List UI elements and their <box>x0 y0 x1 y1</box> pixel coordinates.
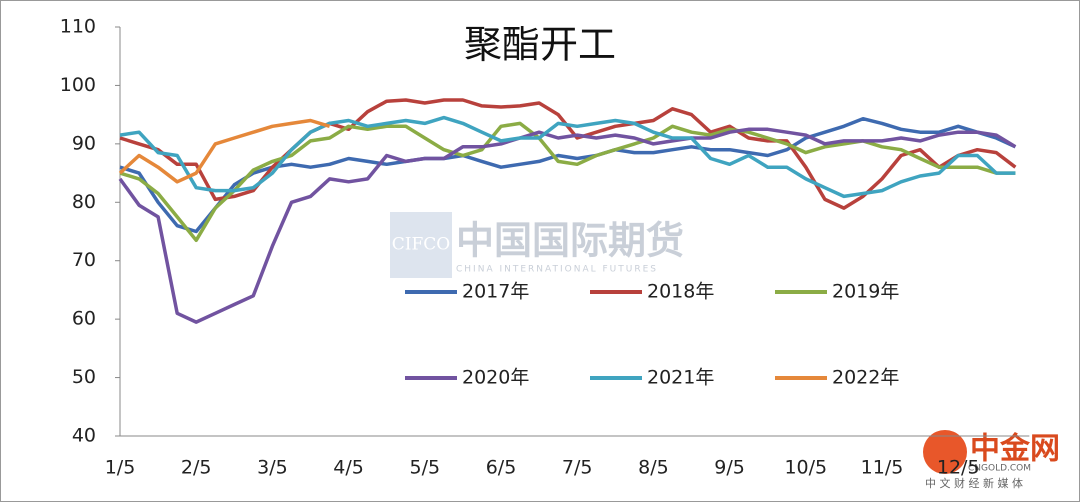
legend-label: 2019年 <box>832 281 899 303</box>
watermark: CHINA INTERNATIONAL FUTURES <box>456 265 658 275</box>
y-tick-label: 60 <box>72 308 96 330</box>
legend-label: 2020年 <box>462 367 529 389</box>
logo-icon <box>923 430 967 474</box>
y-tick-label: 40 <box>72 425 96 447</box>
watermark-logo <box>390 212 452 278</box>
chart-title: 聚酯开工 <box>464 23 616 67</box>
series-line <box>118 118 331 184</box>
logo-slogan: 中 文 财 经 新 媒 体 <box>925 476 1023 490</box>
series-line <box>119 116 1017 234</box>
legend-label: 2021年 <box>647 367 714 389</box>
legend-label: 2018年 <box>647 281 714 303</box>
x-tick-label: 9/5 <box>714 457 745 479</box>
legend-label: 2022年 <box>832 367 899 389</box>
x-tick-label: 5/5 <box>410 457 441 479</box>
series-line <box>118 127 1017 324</box>
x-tick-label: 7/5 <box>562 457 593 479</box>
x-tick-label: 8/5 <box>638 457 669 479</box>
legend-label: 2017年 <box>462 281 529 303</box>
y-tick-label: 50 <box>72 366 96 388</box>
y-tick-label: 90 <box>72 132 96 154</box>
x-tick-label: 12/5 <box>937 457 980 479</box>
x-tick-label: 2/5 <box>181 457 212 479</box>
series-line <box>119 115 1016 199</box>
y-tick-label: 80 <box>72 191 96 213</box>
logo-url: CNGOLD.COM <box>968 464 1031 474</box>
x-tick-label: 11/5 <box>861 457 904 479</box>
x-tick-label: 1/5 <box>105 457 136 479</box>
y-tick-label: 110 <box>60 16 96 38</box>
y-tick-label: 100 <box>60 74 96 96</box>
watermark: CIFCO <box>392 235 450 255</box>
y-tick-label: 70 <box>72 249 96 271</box>
x-tick-label: 3/5 <box>257 457 288 479</box>
x-tick-label: 6/5 <box>486 457 517 479</box>
x-tick-label: 4/5 <box>333 457 364 479</box>
watermark: 中国国际期货 <box>456 219 684 263</box>
x-tick-label: 10/5 <box>784 457 827 479</box>
logo-text: 中金网 <box>970 432 1060 467</box>
